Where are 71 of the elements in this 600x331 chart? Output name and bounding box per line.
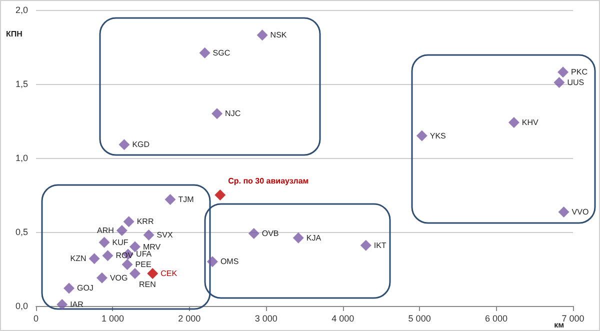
x-tick-label: 2 000 <box>178 314 201 324</box>
point <box>98 236 110 248</box>
x-tick-label: 7 000 <box>562 314 584 324</box>
annotation: UUS <box>567 78 584 88</box>
annotation: KHV <box>522 118 540 127</box>
point <box>206 256 218 268</box>
annotation: TJM <box>178 194 194 204</box>
x-tick-label: 3 000 <box>254 314 278 324</box>
annotation: YKS <box>430 131 446 140</box>
annotation: IAR <box>70 300 84 310</box>
point <box>256 30 268 41</box>
annotation: REN <box>138 280 156 289</box>
annotation: NSK <box>270 30 288 40</box>
y-tick-label: 0,0 <box>15 301 28 311</box>
point <box>360 240 372 251</box>
y-tick-label: 1,5 <box>15 79 28 89</box>
point <box>143 229 154 240</box>
point <box>292 232 304 244</box>
y-tick-label: 2,0 <box>15 5 28 15</box>
annotation: IKT <box>374 240 386 250</box>
y-axis-title: КПН <box>6 30 23 38</box>
point <box>214 190 226 200</box>
annotation: KJA <box>306 233 322 242</box>
x-tick-label: 6 000 <box>485 314 508 324</box>
annotation: KUF <box>112 238 128 247</box>
point <box>558 66 569 78</box>
point <box>88 253 100 264</box>
point <box>56 299 68 310</box>
point <box>102 250 114 262</box>
annotation: CEK <box>160 268 178 278</box>
annotation: VVO <box>572 208 589 217</box>
point <box>147 268 158 279</box>
point <box>129 241 140 252</box>
point <box>164 194 176 205</box>
annotation: PKC <box>571 68 588 77</box>
point <box>63 282 74 294</box>
annotation: KZN <box>70 254 87 264</box>
annotation: KRR <box>136 217 154 226</box>
y-tick-label: 0,5 <box>15 227 28 237</box>
x-tick-label: 5 000 <box>408 314 431 324</box>
annotation: OVB <box>262 228 279 238</box>
annotation: Ср. по 30 авиаузлам <box>228 176 309 186</box>
annotation: GOJ <box>76 284 94 293</box>
annotation: SVX <box>156 230 174 240</box>
point <box>554 77 565 88</box>
point <box>558 206 570 218</box>
point <box>123 216 134 228</box>
annotation: NJC <box>225 109 241 118</box>
point <box>118 139 130 150</box>
point <box>248 228 260 239</box>
y-tick-label: 1,0 <box>15 153 28 163</box>
point <box>96 272 108 284</box>
annotation: SGC <box>212 48 230 58</box>
annotation: KGD <box>132 140 150 150</box>
annotation: VOG <box>110 273 128 282</box>
annotation: OMS <box>220 257 239 266</box>
point <box>199 47 210 58</box>
annotation: MRV <box>142 242 162 252</box>
x-tick-label: 0 <box>33 314 39 324</box>
point <box>129 268 140 279</box>
point <box>122 259 133 270</box>
point <box>508 116 520 128</box>
point <box>212 108 223 120</box>
x-axis-title: км <box>554 320 564 330</box>
annotation: UFA <box>136 250 152 259</box>
annotation: PEE <box>135 260 152 270</box>
point <box>416 130 428 142</box>
point <box>116 225 128 236</box>
x-tick-label: 4 000 <box>332 314 354 324</box>
x-tick-label: 1 000 <box>101 314 124 324</box>
annotation: ARH <box>97 226 114 236</box>
